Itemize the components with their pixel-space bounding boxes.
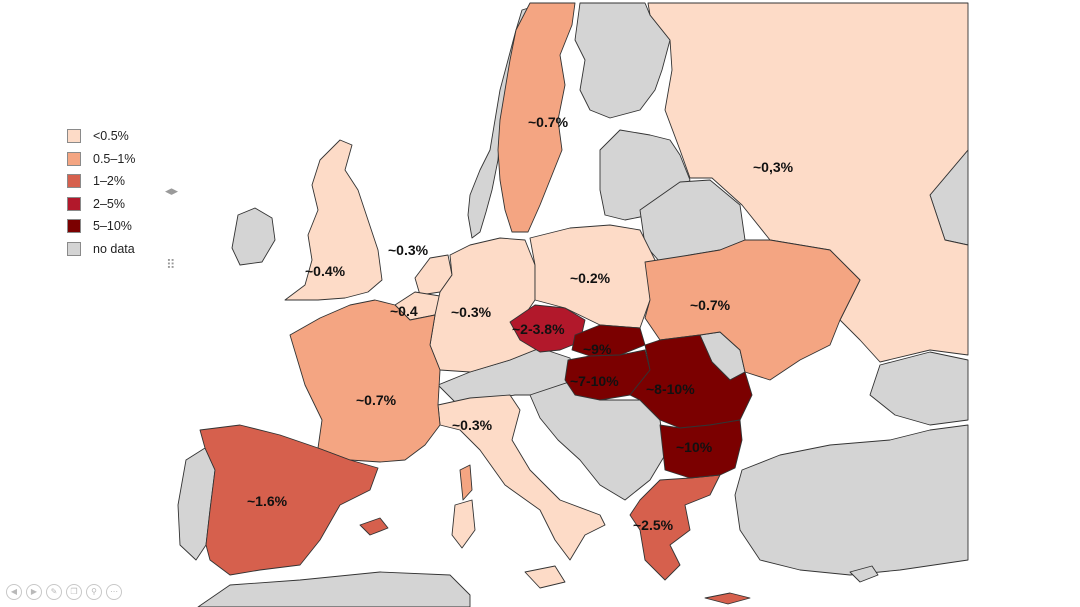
lt-half-percent-countries [284,2,969,589]
next-icon[interactable]: ▶ [26,584,42,600]
country-cyprus [849,565,879,583]
copy-icon[interactable]: ❐ [66,584,82,600]
label-slovakia: ~9% [583,341,612,357]
pen-icon[interactable]: ✎ [46,584,62,600]
label-greece: ~2.5% [633,517,674,533]
label-italy: ~0.3% [452,417,493,433]
legend-label: no data [93,241,135,256]
legend-item: 0.5–1% [67,148,135,171]
value-labels: ~0.7% ~0,3% ~0.4% ~0.3% ~0.4 ~0.3% ~0.2%… [247,114,794,533]
legend-swatch [67,174,81,189]
legend-label: 0.5–1% [93,151,136,166]
legend-swatch [67,151,81,166]
label-sweden: ~0.7% [528,114,569,130]
legend-swatch [67,219,81,234]
legend-item: <0.5% [67,125,135,148]
label-ukraine: ~0.7% [690,297,731,313]
legend-item: 2–5% [67,193,135,216]
legend-swatch [67,196,81,211]
label-poland: ~0.2% [570,270,611,286]
label-hungary: ~7-10% [570,373,619,389]
country-sardinia [451,499,476,549]
label-romania: ~8-10% [646,381,695,397]
country-turkey [734,424,969,576]
one-to-two-percent-countries [199,424,751,605]
resize-handle-icon[interactable]: ◂▸ [165,184,179,199]
legend-label: 2–5% [93,196,125,211]
country-sweden [497,2,576,233]
country-spain [199,424,379,576]
country-bulgaria [659,419,743,479]
country-corsica [459,464,473,501]
legend-label: 1–2% [93,174,125,189]
legend-item: 1–2% [67,170,135,193]
label-czechia: ~2-3.8% [512,321,565,337]
legend-item: no data [67,238,135,261]
country-north-africa [197,571,471,607]
presentation-toolbar: ◀ ▶ ✎ ❐ ⚲ ⋯ [6,584,122,600]
country-poland [529,224,656,329]
label-germany: ~0.3% [451,304,492,320]
legend-label: <0.5% [93,129,129,144]
label-belgium: ~0.4 [390,303,418,319]
country-crete [704,592,751,605]
country-ireland [231,207,276,266]
label-spain: ~1.6% [247,493,288,509]
grip-icon[interactable]: ⠿ [166,258,176,273]
legend-item: 5–10% [67,215,135,238]
prev-icon[interactable]: ◀ [6,584,22,600]
label-netherlands: ~0.3% [388,242,429,258]
legend-label: 5–10% [93,219,132,234]
legend-swatch [67,129,81,144]
country-uk [284,139,383,301]
zoom-icon[interactable]: ⚲ [86,584,102,600]
five-to-ten-percent-countries [564,324,753,479]
country-caucasus [869,351,969,426]
half-to-one-percent-countries [289,2,861,501]
label-russia: ~0,3% [753,159,794,175]
no-data-countries [177,2,969,607]
legend-swatch [67,241,81,256]
label-france: ~0.7% [356,392,397,408]
map-legend: <0.5% 0.5–1% 1–2% 2–5% 5–10% no data [67,125,135,260]
country-slovakia [571,324,646,357]
country-balearics [359,517,389,536]
country-sicily [524,565,566,589]
country-italy [437,394,606,561]
label-uk: ~0.4% [305,263,346,279]
label-bulgaria: ~10% [676,439,713,455]
more-icon[interactable]: ⋯ [106,584,122,600]
